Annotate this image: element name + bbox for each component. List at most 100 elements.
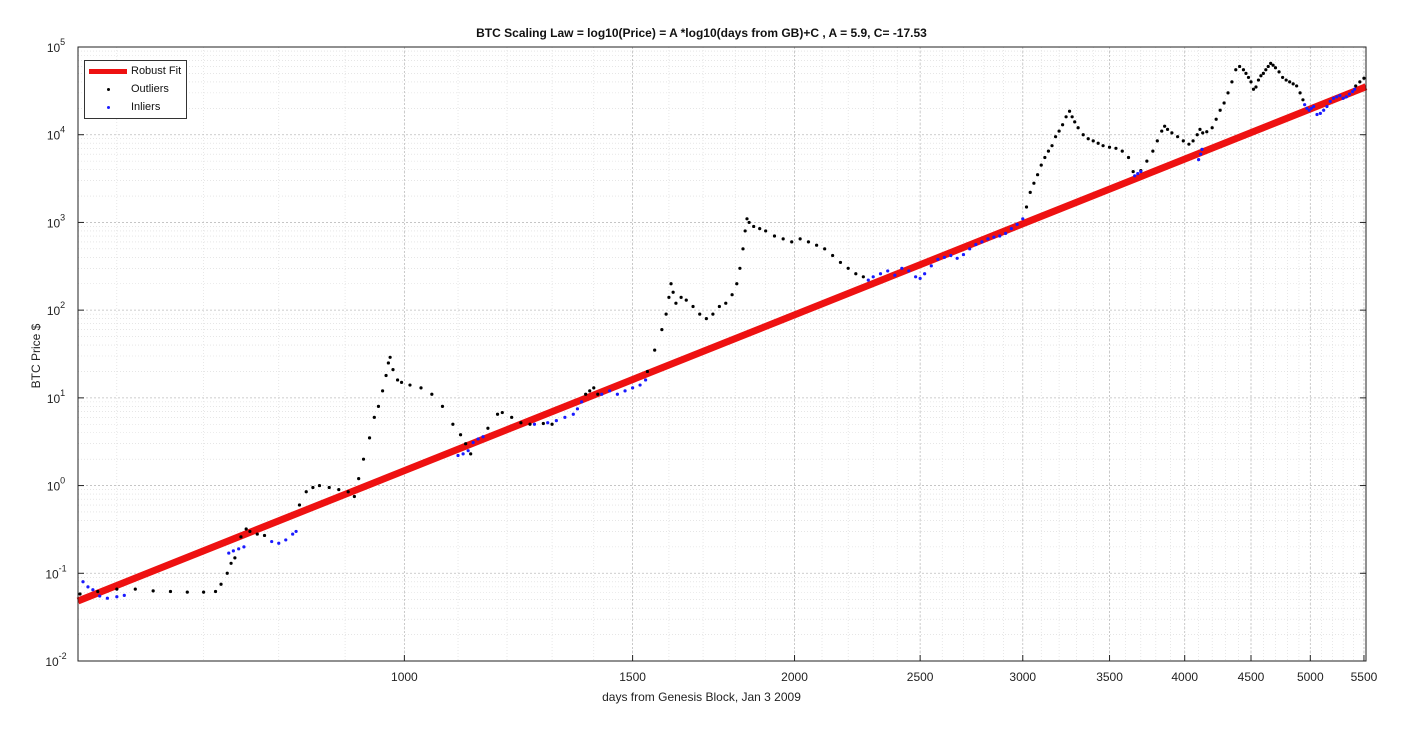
inliers-point [270,539,274,544]
inliers-point [1347,92,1352,96]
inliers-point [575,407,580,411]
outliers-point [1354,84,1358,88]
outliers-point [361,457,366,461]
inliers-point [294,529,298,534]
inliers-point [1338,93,1342,98]
outliers-point [239,535,243,539]
legend-outliers-marker [107,88,110,91]
inliers-point [980,240,984,244]
y-tick-label: 104 [47,125,65,143]
outliers-point [698,312,702,316]
outliers-point [464,442,468,446]
inliers-point [907,269,911,273]
outliers-point [317,483,322,488]
outliers-point [550,422,554,426]
outliers-point [671,290,675,294]
outliers-point [1091,139,1095,143]
inliers-point [918,276,922,281]
outliers-point [327,485,331,490]
outliers-point [388,355,392,359]
inliers-point [456,453,460,458]
outliers-point [395,378,400,382]
outliers-point [1081,133,1085,137]
inliers-point [1200,147,1204,152]
outliers-point [1067,109,1072,113]
legend: Robust Fit Outliers Inliers [84,60,187,119]
plot-area [78,47,1366,661]
outliers-point [229,561,233,565]
inliers-point [900,266,904,270]
inliers-point [623,389,627,393]
y-tick-label: 10-2 [45,651,66,669]
outliers-point [806,240,811,244]
inliers-point [1303,103,1307,107]
x-tick-label: 1500 [619,670,646,684]
inliers-point [227,551,231,555]
outliers-point [1035,173,1040,177]
outliers-point [1264,68,1268,72]
outliers-point [1101,144,1105,148]
outliers-point [255,532,259,536]
outliers-point [815,243,819,247]
outliers-point [1053,135,1058,139]
legend-item-inliers: Inliers [85,100,186,116]
inliers-point [1136,172,1140,176]
outliers-point [588,389,592,393]
outliers-point [451,422,455,426]
outliers-point [772,234,777,238]
outliers-point [1358,80,1362,84]
outliers-point [660,328,664,332]
outliers-point [1096,141,1100,145]
series-inliers [81,87,1357,600]
outliers-point [1256,78,1261,82]
outliers-point [730,293,734,297]
inliers-point [955,256,959,260]
outliers-point [1291,82,1295,86]
inliers-point [949,253,953,258]
outliers-point [399,380,404,385]
inliers-point [1350,90,1355,94]
inliers-point [1021,217,1025,221]
outliers-point [1249,80,1253,84]
x-tick-label: 2500 [907,670,934,684]
fit-layer [76,83,1368,605]
inliers-point [471,440,475,445]
x-tick-label: 1000 [391,670,418,684]
inliers-point [631,386,635,390]
outliers-point [1120,149,1124,153]
y-tick-label: 10-1 [45,563,66,581]
outliers-point [1043,155,1047,160]
inliers-point [81,580,85,584]
outliers-point [500,410,504,415]
inliers-point [942,255,946,259]
outliers-point [1226,91,1230,95]
outliers-point [440,404,445,408]
inliers-point [923,272,927,276]
inliers-point [608,389,612,393]
outliers-point [1181,139,1185,143]
inliers-point [1318,111,1322,115]
y-tick-label: 103 [47,212,65,230]
outliers-point [1238,64,1242,69]
outliers-point [352,494,356,499]
outliers-point [262,533,267,538]
inliers-point [914,275,918,279]
outliers-point [1155,139,1159,143]
outliers-point [1057,129,1061,133]
inliers-point [1325,104,1329,109]
inliers-point [986,237,990,241]
inliers-point [237,547,241,551]
y-tick-label: 101 [47,388,65,406]
outliers-point [684,298,688,302]
inliers-point [1133,174,1137,178]
inliers-point [115,595,119,599]
outliers-point [1170,131,1174,135]
outliers-point [430,392,434,396]
outliers-point [115,587,119,591]
outliers-point [1301,98,1305,102]
inliers-point [929,264,933,268]
outliers-point [1050,144,1054,148]
inliers-point [1344,95,1348,99]
outliers-point [510,415,514,419]
outliers-point [233,556,237,560]
